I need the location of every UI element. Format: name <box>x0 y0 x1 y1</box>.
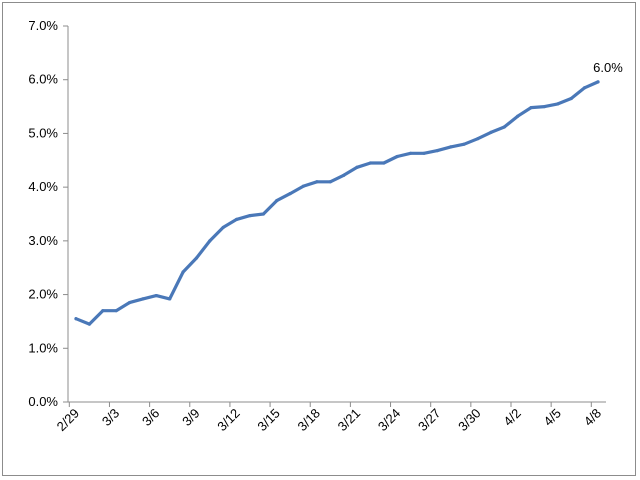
x-tick-label: 3/27 <box>415 406 444 435</box>
x-tick-label: 3/3 <box>99 406 122 429</box>
data-point <box>288 191 292 196</box>
series-layer <box>74 80 600 326</box>
x-tick-label: 3/9 <box>179 406 202 429</box>
data-point <box>395 154 399 159</box>
data-point <box>422 151 426 155</box>
series-line <box>74 80 600 326</box>
x-axis-tick-labels: 2/29 3/3 3/6 3/9 3/12 3/15 3/18 3/21 3/24 3/27 3/3… <box>54 406 605 435</box>
data-point <box>154 294 158 298</box>
data-point <box>87 322 91 326</box>
y-tick-label: 7.0% <box>28 18 58 33</box>
data-point <box>449 145 453 149</box>
y-tick-label: 3.0% <box>28 233 58 248</box>
data-point <box>141 297 145 301</box>
data-point <box>208 239 212 243</box>
x-tick-label: 3/30 <box>455 406 484 435</box>
x-tick-label: 4/2 <box>500 406 523 429</box>
data-point <box>516 114 520 118</box>
y-tick-label: 5.0% <box>28 125 58 140</box>
data-point <box>315 180 319 184</box>
x-tick-label: 3/15 <box>254 406 283 435</box>
data-point <box>542 104 547 109</box>
data-point <box>328 180 332 184</box>
data-point <box>235 217 239 221</box>
x-tick-label: 3/12 <box>214 406 243 435</box>
chart-axes <box>63 25 606 407</box>
data-labels: 6.0% <box>593 60 623 75</box>
chart-frame <box>2 2 636 476</box>
data-point <box>382 161 386 165</box>
y-axis-tick-labels: 0.0% 1.0% 2.0% 3.0% 4.0% 5.0% 6.0% 7.0% <box>28 18 58 409</box>
data-point <box>596 80 600 84</box>
y-tick-label: 1.0% <box>28 340 58 355</box>
data-point <box>556 102 560 106</box>
data-point <box>261 212 265 216</box>
y-tick-label: 2.0% <box>28 287 58 302</box>
data-label: 6.0% <box>593 60 623 75</box>
data-point <box>194 256 199 260</box>
data-point <box>168 297 172 301</box>
data-point <box>74 317 78 321</box>
data-point <box>127 301 132 305</box>
data-point <box>409 151 413 155</box>
x-tick-label: 4/5 <box>541 406 564 429</box>
data-point <box>248 214 252 218</box>
y-tick-label: 4.0% <box>28 179 58 194</box>
data-point <box>275 198 279 203</box>
data-point <box>489 130 493 134</box>
data-point <box>502 125 506 129</box>
x-tick-label: 2/29 <box>54 406 83 435</box>
data-point <box>529 106 533 110</box>
x-tick-label: 3/21 <box>335 406 364 435</box>
data-point <box>368 161 373 165</box>
data-point <box>475 137 480 141</box>
data-point <box>462 142 466 146</box>
data-point <box>569 96 573 101</box>
data-point <box>435 149 439 153</box>
data-point <box>583 86 587 90</box>
data-point <box>221 225 225 230</box>
data-point <box>181 270 185 274</box>
data-point <box>355 165 359 169</box>
data-point <box>301 184 306 188</box>
x-tick-label: 4/8 <box>581 406 604 429</box>
x-tick-label: 3/18 <box>295 406 324 435</box>
x-tick-label: 3/6 <box>139 406 162 429</box>
data-point <box>101 309 105 313</box>
data-point <box>342 173 346 177</box>
x-tick-label: 3/24 <box>375 406 404 435</box>
data-point <box>114 309 118 313</box>
y-tick-label: 0.0% <box>28 394 58 409</box>
y-tick-label: 6.0% <box>28 72 58 87</box>
